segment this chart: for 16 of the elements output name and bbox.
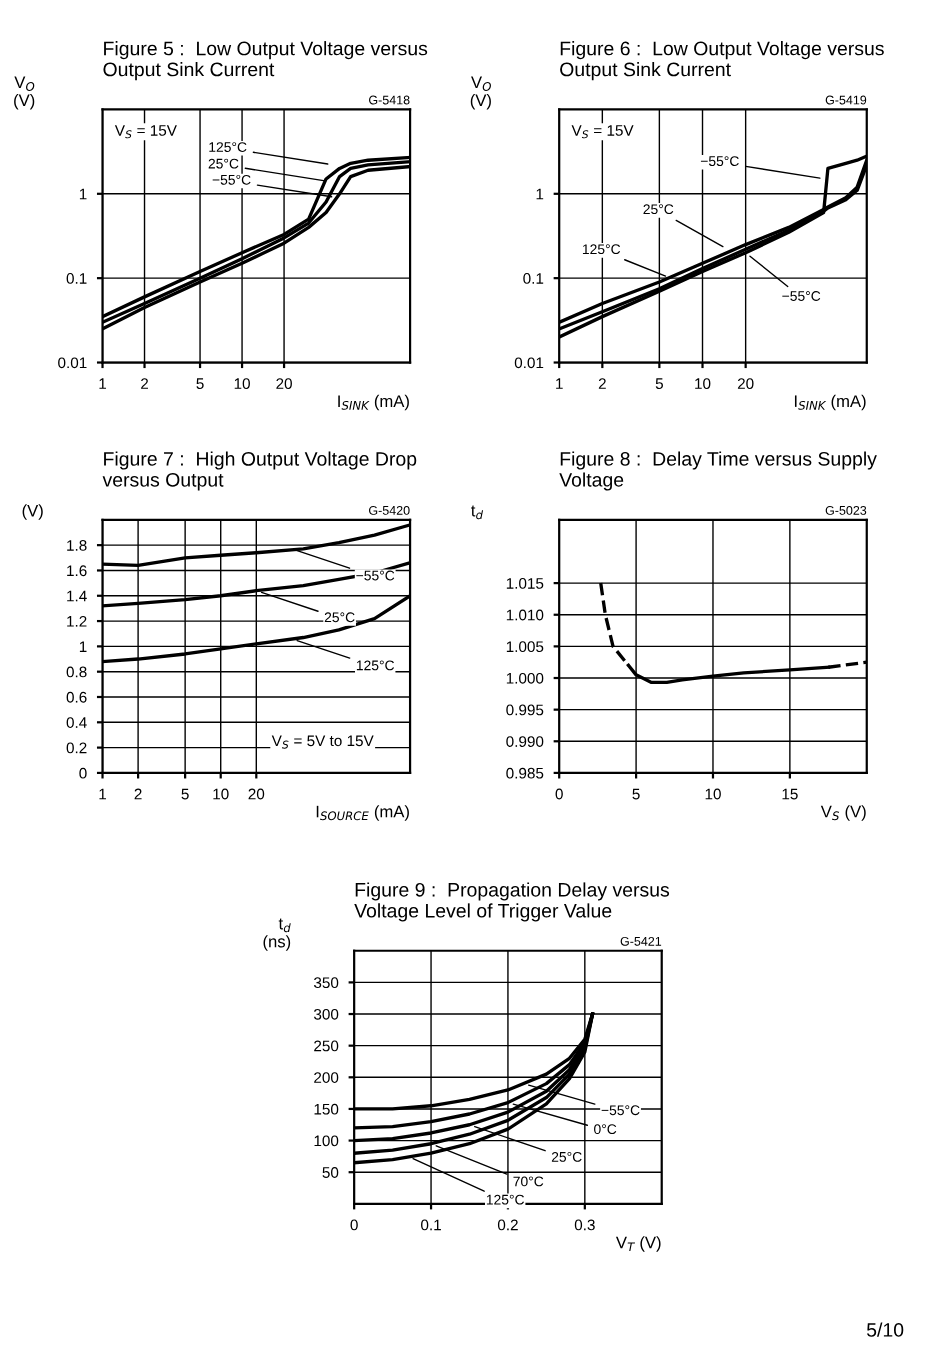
x-axis-title: V$_{S}$ (V) bbox=[820, 805, 866, 821]
x-axis-title: V$_{T}$ (V) bbox=[615, 1236, 661, 1252]
x-axis-title: I$_{SINK}$ (mA) bbox=[794, 394, 866, 411]
chart-title: Figure 7 : High Output Voltage Drop versus Output bbox=[102, 451, 417, 491]
y-axis-title: V$_{O}$ (V) bbox=[470, 76, 491, 110]
y-axis-title: (V) bbox=[22, 504, 43, 520]
chart-title: Figure 5 : Low Output Voltage versus Output Sink Current bbox=[103, 41, 428, 81]
chart-title: Figure 9 : Propagation Delay versus Voltage Level of Trigger Value bbox=[354, 882, 670, 922]
x-axis-title: I$_{SINK}$ (mA) bbox=[338, 394, 409, 411]
y-axis-title: t$_{d}$ (ns) bbox=[263, 918, 291, 951]
x-axis-title: I$_{SOURCE}$ (mA) bbox=[316, 805, 409, 821]
y-axis-title: t$_{d}$ bbox=[471, 505, 484, 520]
chart-title: Figure 6 : Low Output Voltage versus Output Sink Current bbox=[560, 41, 884, 81]
text: 5/10 bbox=[866, 1322, 904, 1337]
y-axis-title: V$_{O}$ (V) bbox=[14, 76, 35, 110]
chart-title: Figure 8 : Delay Time versus Supply Voltage bbox=[559, 451, 877, 491]
